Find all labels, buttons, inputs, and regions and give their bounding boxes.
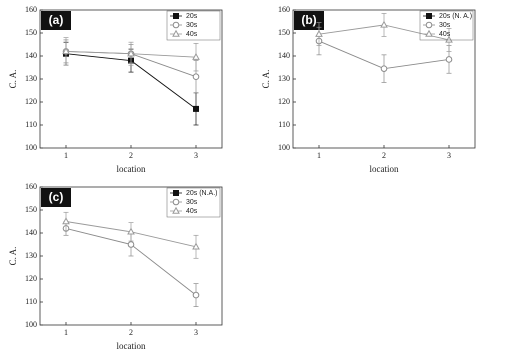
- legend-marker: [172, 206, 180, 214]
- legend-marker: [173, 190, 179, 196]
- y-tick-label: 150: [25, 205, 37, 214]
- x-axis-label: location: [117, 164, 146, 174]
- legend-frame: [166, 187, 221, 218]
- x-tick-label: 3: [447, 151, 451, 160]
- panel-label-box: [41, 188, 71, 207]
- panel-label: (c): [49, 190, 64, 204]
- panel-label: (a): [49, 13, 64, 27]
- y-tick-label: 120: [25, 97, 37, 106]
- legend-marker: [172, 198, 180, 206]
- legend-label: 40s: [186, 208, 198, 215]
- data-point: [127, 227, 135, 235]
- y-axis-label: C. A.: [8, 70, 18, 89]
- data-point: [315, 29, 323, 37]
- y-tick-label: 150: [278, 28, 290, 37]
- legend-frame: [419, 10, 474, 41]
- y-tick-label: 140: [278, 51, 290, 60]
- panel-label: (b): [301, 13, 316, 27]
- x-tick-label: 1: [317, 151, 321, 160]
- data-point: [193, 105, 199, 112]
- y-tick-label: 100: [25, 320, 37, 329]
- data-point: [445, 35, 453, 43]
- data-point: [380, 20, 388, 28]
- y-tick-label: 100: [278, 143, 290, 152]
- x-tick-label: 3: [194, 328, 198, 337]
- data-point: [127, 241, 135, 248]
- x-tick-label: 2: [129, 328, 133, 337]
- data-point: [127, 49, 135, 57]
- y-tick-label: 110: [25, 297, 37, 306]
- y-tick-label: 130: [25, 74, 37, 83]
- legend-label: 20s (N.A.): [186, 190, 218, 197]
- legend-marker: [425, 21, 433, 29]
- y-axis-label: C. A.: [8, 247, 18, 266]
- data-point: [62, 47, 70, 55]
- y-tick-label: 120: [25, 274, 37, 283]
- data-point: [192, 73, 200, 80]
- legend-marker: [426, 13, 432, 19]
- data-point: [62, 217, 70, 225]
- y-axis-label: C. A.: [261, 70, 271, 89]
- y-tick-label: 100: [25, 143, 37, 152]
- legend-marker: [173, 13, 179, 19]
- y-tick-label: 110: [278, 120, 290, 129]
- x-tick-label: 2: [382, 151, 386, 160]
- data-point: [380, 65, 388, 72]
- legend-marker: [172, 29, 180, 37]
- x-tick-label: 1: [64, 151, 68, 160]
- y-tick-label: 160: [25, 5, 37, 14]
- legend-label: 20s: [186, 13, 198, 20]
- y-tick-label: 130: [278, 74, 290, 83]
- y-tick-label: 140: [25, 51, 37, 60]
- y-tick-label: 160: [25, 182, 37, 191]
- y-tick-label: 120: [278, 97, 290, 106]
- legend-label: 30s: [186, 22, 198, 29]
- data-point: [192, 291, 200, 299]
- panel-label-box: [294, 11, 324, 30]
- y-tick-label: 130: [25, 251, 37, 260]
- y-tick-label: 150: [25, 28, 37, 37]
- legend-label: 30s: [186, 199, 198, 206]
- x-tick-label: 2: [129, 151, 133, 160]
- legend-marker: [172, 21, 180, 29]
- x-tick-label: 1: [64, 328, 68, 337]
- legend-label: 40s: [186, 31, 198, 38]
- legend-marker: [425, 29, 433, 37]
- panel-label-box: [41, 11, 71, 30]
- x-tick-label: 3: [194, 151, 198, 160]
- legend-frame: [166, 10, 221, 41]
- y-tick-label: 140: [25, 228, 37, 237]
- legend-label: 30s: [439, 22, 451, 29]
- data-point: [192, 242, 200, 250]
- y-tick-label: 110: [25, 120, 37, 129]
- data-point: [192, 52, 200, 60]
- x-axis-label: location: [117, 341, 146, 351]
- x-axis-label: location: [370, 164, 399, 174]
- y-tick-label: 160: [278, 5, 290, 14]
- data-point: [445, 56, 453, 63]
- legend-label: 20s (N. A.): [439, 13, 472, 20]
- legend-label: 40s: [439, 31, 451, 38]
